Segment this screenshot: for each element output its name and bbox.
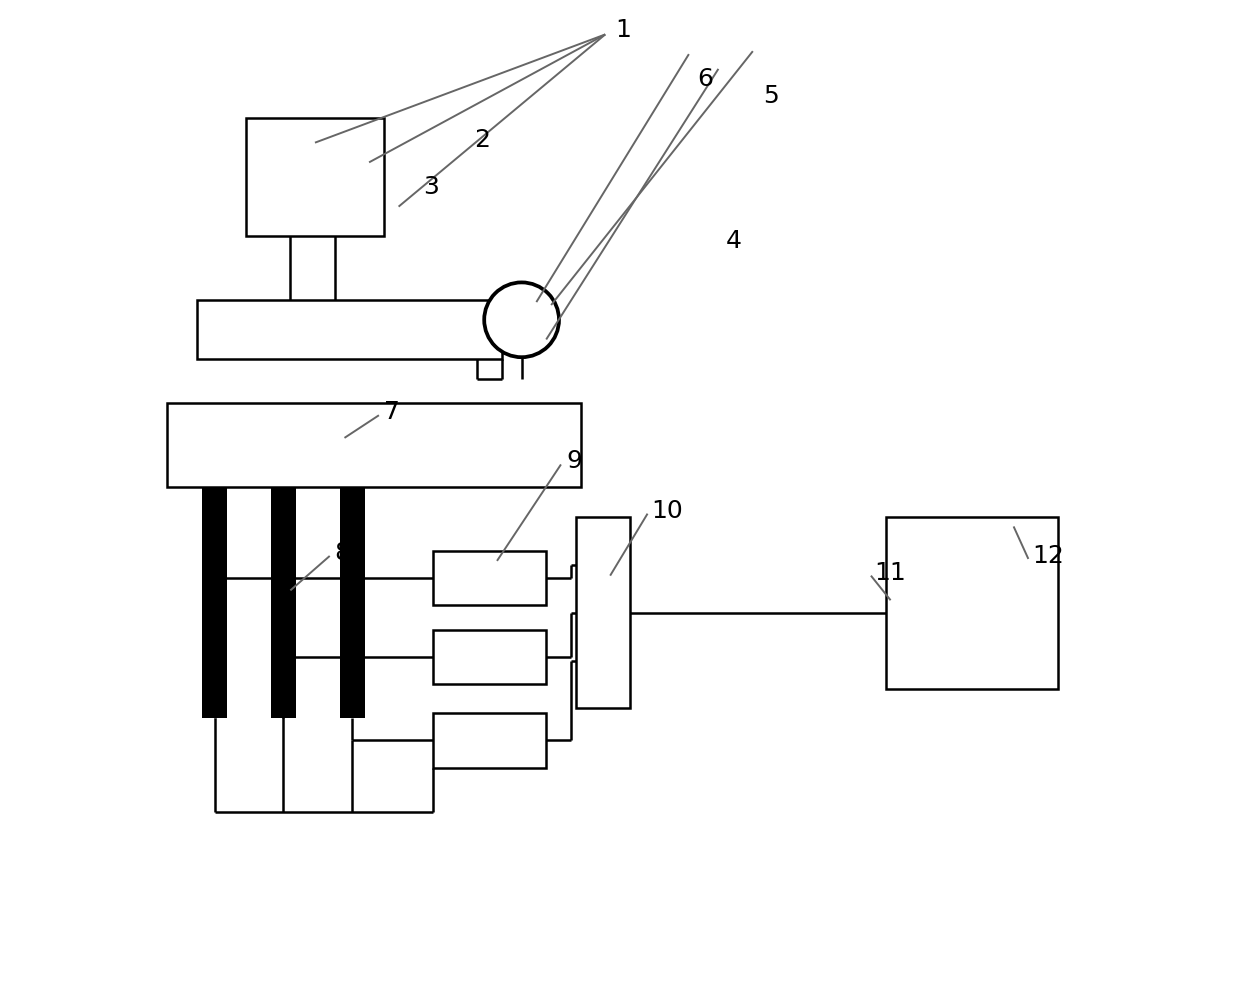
Text: 11: 11 [874,561,905,584]
Text: 1: 1 [615,18,631,41]
Bar [433,713,546,768]
Text: 6: 6 [697,67,713,91]
Text: 9: 9 [565,450,582,473]
Text: 10: 10 [651,499,683,523]
Text: 4: 4 [725,229,742,253]
Bar [246,118,384,236]
Bar [340,487,365,694]
Bar [270,487,296,694]
Text: 5: 5 [763,85,779,108]
Text: 8: 8 [335,541,351,565]
Bar [167,403,580,487]
Bar [340,694,365,718]
Text: 7: 7 [384,400,399,424]
Text: 2: 2 [475,128,490,152]
Bar [270,694,296,718]
Bar [197,300,502,359]
Bar [202,487,227,694]
Bar [433,551,546,605]
Circle shape [484,282,559,357]
Text: 12: 12 [1032,544,1064,568]
Text: 3: 3 [423,175,439,199]
Bar [202,694,227,718]
Bar [885,517,1058,689]
Bar [433,630,546,684]
Bar [575,517,630,708]
